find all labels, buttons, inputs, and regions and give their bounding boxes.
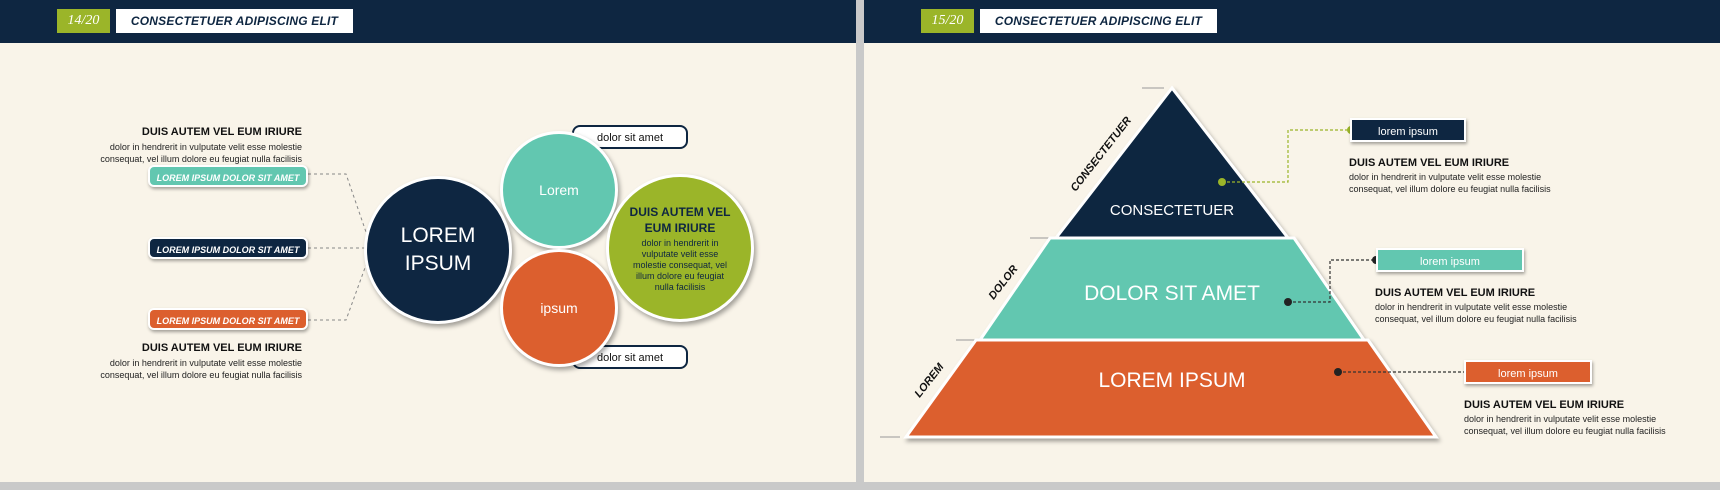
- circle-right-line: molestie consequat, vel: [632, 259, 728, 270]
- circle-bottom-label: ipsum: [540, 300, 578, 316]
- callout-label-1: lorem ipsum: [1350, 118, 1466, 142]
- circle-right-line: illum dolore eu feugiat: [635, 270, 725, 281]
- circle-top: Lorem: [500, 131, 618, 249]
- top-text-heading: DUIS AUTEM VEL EUM IRIURE: [141, 126, 302, 138]
- tier-top-label: CONSECTETUER: [1109, 202, 1235, 219]
- circle-bottom: ipsum: [500, 249, 618, 367]
- pill-navy: LOREM IPSUM DOLOR SIT AMET: [148, 237, 308, 259]
- circle-right-line: vulputate velit esse: [641, 248, 719, 259]
- pill-teal: LOREM IPSUM DOLOR SIT AMET: [148, 165, 308, 187]
- bottom-text-line2: consequat, vel illum dolore eu feugiat n…: [100, 370, 302, 380]
- callout-line2-3: consequat, vel illum dolore eu feugiat n…: [1464, 426, 1666, 436]
- circle-right-heading2: EUM IRIURE: [644, 220, 716, 235]
- tier-middle-label: DOLOR SIT AMET: [1084, 282, 1260, 305]
- circle-top-label: Lorem: [539, 182, 579, 198]
- callout-line1-2: dolor in hendrerit in vulputate velit es…: [1375, 302, 1568, 312]
- callout-label-3: lorem ipsum: [1464, 360, 1592, 384]
- slide-title: CONSECTETUER ADIPISCING ELIT: [116, 9, 353, 33]
- callout-heading-3: DUIS AUTEM VEL EUM IRIURE: [1464, 399, 1625, 411]
- circle-right: DUIS AUTEM VEL EUM IRIURE dolor in hendr…: [606, 174, 754, 322]
- callout-line2-2: consequat, vel illum dolore eu feugiat n…: [1375, 314, 1577, 324]
- bottom-text-heading: DUIS AUTEM VEL EUM IRIURE: [141, 342, 302, 354]
- pyramid-tier-bottom: [903, 338, 1439, 439]
- circle-right-line: dolor in hendrerit in: [641, 237, 719, 248]
- top-text-line2: consequat, vel illum dolore eu feugiat n…: [100, 154, 302, 164]
- callout-line2-1: consequat, vel illum dolore eu feugiat n…: [1349, 184, 1551, 194]
- circle-right-line: nulla facilisis: [654, 281, 706, 292]
- connector-lines: [308, 173, 367, 321]
- top-text-line1: dolor in hendrerit in vulputate velit es…: [109, 142, 302, 152]
- center-circle-line1: LOREM: [400, 224, 476, 247]
- tier-bottom-label: LOREM IPSUM: [1098, 369, 1246, 392]
- callout-heading-2: DUIS AUTEM VEL EUM IRIURE: [1375, 287, 1536, 299]
- center-circle: LOREM IPSUM: [364, 176, 512, 324]
- tab-top: dolor sit amet: [572, 125, 688, 149]
- callout-line1-3: dolor in hendrerit in vulputate velit es…: [1464, 414, 1657, 424]
- pill-orange: LOREM IPSUM DOLOR SIT AMET: [148, 308, 308, 330]
- callout-label-2: lorem ipsum: [1376, 248, 1524, 272]
- slide-15: 15/20 CONSECTETUER ADIPISCING ELIT: [864, 0, 1720, 482]
- circle-right-heading1: DUIS AUTEM VEL: [629, 204, 731, 219]
- bottom-text-line1: dolor in hendrerit in vulputate velit es…: [109, 358, 302, 368]
- slide-title: CONSECTETUER ADIPISCING ELIT: [980, 9, 1217, 33]
- slide-14: 14/20 CONSECTETUER ADIPISCING ELIT DUIS …: [0, 0, 856, 482]
- page-number-badge: 15/20: [921, 9, 974, 33]
- callout-line1-1: dolor in hendrerit in vulputate velit es…: [1349, 172, 1542, 182]
- center-circle-line2: IPSUM: [404, 252, 472, 275]
- page-number-badge: 14/20: [57, 9, 110, 33]
- callout-heading-1: DUIS AUTEM VEL EUM IRIURE: [1349, 157, 1510, 169]
- pyramid-graphic: [880, 85, 1472, 439]
